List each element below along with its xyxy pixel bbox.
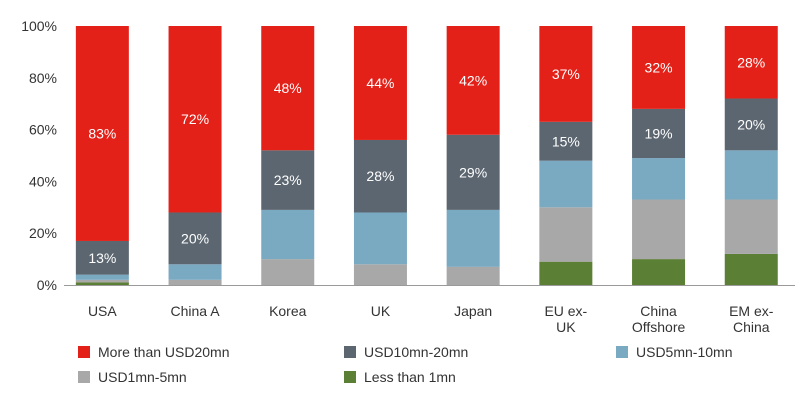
data-label: 19% (645, 125, 673, 141)
data-label: 72% (181, 111, 209, 127)
data-label: 23% (274, 172, 302, 188)
y-tick-label: 60% (29, 122, 57, 138)
bar-segment-more-than-usd20mn (539, 26, 593, 122)
x-tick-label: China A (171, 303, 221, 319)
bar-segment-usd1mn-5mn (724, 199, 778, 254)
data-label: 44% (366, 75, 394, 91)
bar-segment-usd5mn-10mn (261, 209, 315, 260)
bar-segment-usd10mn-20mn (724, 98, 778, 151)
y-tick-label: 20% (29, 225, 57, 241)
bar-segment-usd10mn-20mn (75, 240, 129, 275)
legend-item-usd5mn-10mn: USD5mn-10mn (616, 344, 732, 360)
bar-segment-usd5mn-10mn (724, 150, 778, 200)
legend-label: More than USD20mn (98, 344, 230, 360)
legend-label: USD10mn-20mn (364, 344, 469, 360)
bar-segment-more-than-usd20mn (261, 26, 315, 151)
x-tick-label: USA (88, 303, 117, 319)
data-label: 42% (459, 72, 487, 88)
y-tick-label: 80% (29, 70, 57, 86)
bar-segment-more-than-usd20mn (724, 26, 778, 99)
legend-swatch-light-blue (616, 346, 628, 358)
x-tick-label: Korea (269, 303, 307, 319)
bar-segment-usd10mn-20mn (539, 121, 593, 161)
bar-segment-usd5mn-10mn (353, 212, 407, 265)
bar-segment-usd5mn-10mn (539, 160, 593, 208)
legend-label: USD5mn-10mn (636, 344, 733, 360)
bar-segment-usd1mn-5mn (446, 266, 500, 285)
x-tick-label: EM ex-China (729, 303, 774, 335)
bar-segment-less-than-1mn (632, 259, 686, 285)
bar-segment-more-than-usd20mn (353, 26, 407, 140)
data-label: 28% (366, 168, 394, 184)
bar-segment-usd10mn-20mn (353, 139, 407, 213)
legend-swatch-green (344, 371, 356, 383)
data-label: 15% (552, 133, 580, 149)
bar-segment-less-than-1mn (75, 282, 129, 285)
legend-swatch-dark-gray (344, 346, 356, 358)
legend-item-usd1mn-5mn: USD1mn-5mn (78, 369, 187, 385)
data-label: 48% (274, 80, 302, 96)
data-label: 37% (552, 66, 580, 82)
legend-item-more-than-usd20mn: More than USD20mn (78, 344, 230, 360)
x-tick-label: UK (371, 303, 391, 319)
bar-segment-less-than-1mn (724, 253, 778, 285)
bar-segment-usd1mn-5mn (632, 199, 686, 260)
bar-segment-usd1mn-5mn (539, 207, 593, 262)
bar-segment-usd5mn-10mn (446, 209, 500, 267)
bar-segment-more-than-usd20mn (446, 26, 500, 135)
bar-segment-more-than-usd20mn (75, 26, 129, 241)
x-tick-label: EU ex-UK (544, 303, 587, 335)
y-tick-label: 0% (37, 277, 57, 293)
bar-segment-usd10mn-20mn (632, 108, 686, 159)
x-tick-label: China Offshore (632, 303, 686, 335)
y-tick-label: 40% (29, 173, 57, 189)
bar-segment-usd10mn-20mn (261, 150, 315, 210)
data-label: 29% (459, 164, 487, 180)
bar-segment-usd1mn-5mn (353, 264, 407, 285)
data-label: 83% (88, 125, 116, 141)
data-label: 28% (737, 54, 765, 70)
y-tick-label: 100% (21, 18, 57, 34)
data-label: 20% (737, 116, 765, 132)
data-label: 13% (88, 250, 116, 266)
bar-segment-usd10mn-20mn (446, 134, 500, 210)
legend-label: Less than 1mn (364, 369, 456, 385)
bar-segment-usd5mn-10mn (632, 158, 686, 200)
legend-swatch-gray (78, 371, 90, 383)
bar-segment-more-than-usd20mn (632, 26, 686, 109)
legend-item-less-than-1mn: Less than 1mn (344, 369, 456, 385)
bar-segment-more-than-usd20mn (168, 26, 222, 213)
bar-segment-usd5mn-10mn (168, 264, 222, 280)
legend-swatch-red (78, 346, 90, 358)
bar-segment-usd1mn-5mn (261, 259, 315, 285)
x-tick-label: Japan (454, 303, 492, 319)
bar-segment-usd5mn-10mn (75, 274, 129, 280)
data-label: 20% (181, 230, 209, 246)
legend-label: USD1mn-5mn (98, 369, 187, 385)
bar-segment-usd1mn-5mn (75, 279, 129, 283)
legend-item-usd10mn-20mn: USD10mn-20mn (344, 344, 468, 360)
bar-segment-usd1mn-5mn (168, 279, 222, 285)
data-label: 32% (645, 59, 673, 75)
bar-segment-less-than-1mn (539, 261, 593, 285)
bar-segment-usd10mn-20mn (168, 212, 222, 265)
